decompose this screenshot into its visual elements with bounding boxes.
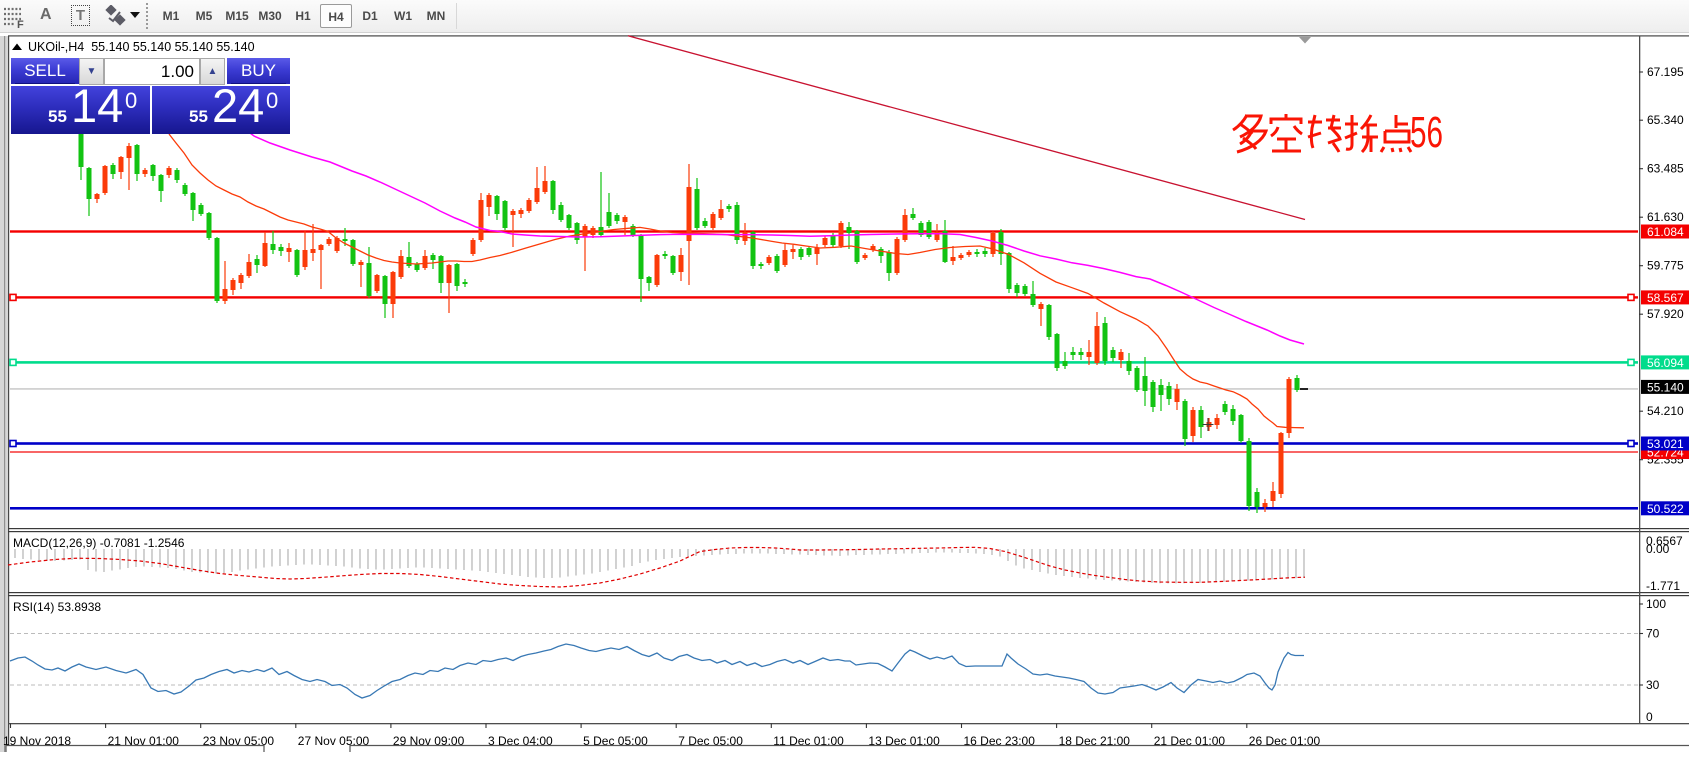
svg-text:58.567: 58.567 — [1647, 291, 1684, 305]
svg-text:16 Dec 23:00: 16 Dec 23:00 — [964, 734, 1036, 748]
svg-text:54.210: 54.210 — [1647, 404, 1684, 418]
svg-text:23 Nov 05:00: 23 Nov 05:00 — [203, 734, 275, 748]
svg-text:61.630: 61.630 — [1647, 210, 1684, 224]
svg-text:F: F — [17, 19, 24, 29]
svg-text:29 Nov 09:00: 29 Nov 09:00 — [393, 734, 465, 748]
svg-text:53.021: 53.021 — [1647, 437, 1684, 451]
svg-text:0: 0 — [1646, 710, 1653, 724]
svg-text:0.6567: 0.6567 — [1646, 534, 1683, 548]
svg-text:70: 70 — [1646, 627, 1660, 641]
svg-text:55.140: 55.140 — [1647, 380, 1684, 394]
svg-text:0.00: 0.00 — [1646, 542, 1670, 556]
svg-text:3 Dec 04:00: 3 Dec 04:00 — [488, 734, 553, 748]
svg-text:59.775: 59.775 — [1647, 259, 1684, 273]
svg-text:UKOil-,H4 55.140 55.140 55.14: UKOil-,H4 55.140 55.140 55.140 55.140 — [28, 40, 255, 54]
svg-text:13 Dec 01:00: 13 Dec 01:00 — [868, 734, 940, 748]
svg-text:30: 30 — [1646, 678, 1660, 692]
svg-text:26 Dec 01:00: 26 Dec 01:00 — [1249, 734, 1321, 748]
svg-text:67.195: 67.195 — [1647, 65, 1684, 79]
svg-text:65.340: 65.340 — [1647, 113, 1684, 127]
svg-text:27 Nov 05:00: 27 Nov 05:00 — [298, 734, 370, 748]
svg-text:61.084: 61.084 — [1647, 225, 1684, 239]
svg-text:57.920: 57.920 — [1647, 307, 1684, 321]
svg-text:18 Dec 21:00: 18 Dec 21:00 — [1059, 734, 1131, 748]
svg-text:11 Dec 01:00: 11 Dec 01:00 — [773, 734, 844, 748]
svg-text:MACD(12,26,9) -0.7081 -1.2546: MACD(12,26,9) -0.7081 -1.2546 — [13, 536, 185, 550]
svg-text:100: 100 — [1646, 597, 1666, 611]
svg-text:7 Dec 05:00: 7 Dec 05:00 — [678, 734, 743, 748]
svg-text:21 Nov 01:00: 21 Nov 01:00 — [108, 734, 180, 748]
svg-text:63.485: 63.485 — [1647, 162, 1684, 176]
svg-text:5 Dec 05:00: 5 Dec 05:00 — [583, 734, 648, 748]
svg-text:21 Dec 01:00: 21 Dec 01:00 — [1154, 734, 1226, 748]
svg-text:56: 56 — [1410, 110, 1443, 156]
svg-text:50.522: 50.522 — [1647, 502, 1684, 516]
svg-text:RSI(14) 53.8938: RSI(14) 53.8938 — [13, 600, 101, 614]
svg-text:-1.771: -1.771 — [1646, 579, 1680, 593]
svg-text:56.094: 56.094 — [1647, 356, 1684, 370]
svg-text:19 Nov 2018: 19 Nov 2018 — [3, 734, 71, 748]
